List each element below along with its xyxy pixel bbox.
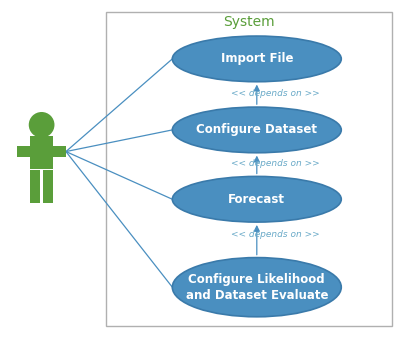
Ellipse shape [173, 107, 341, 153]
Ellipse shape [173, 176, 341, 222]
Text: Import File: Import File [221, 53, 293, 65]
Text: Forecast: Forecast [228, 193, 285, 206]
Text: Configure Likelihood
and Dataset Evaluate: Configure Likelihood and Dataset Evaluat… [185, 273, 328, 302]
FancyBboxPatch shape [30, 136, 53, 169]
Text: << depends on >>: << depends on >> [230, 230, 319, 239]
FancyBboxPatch shape [43, 170, 53, 203]
Ellipse shape [173, 36, 341, 82]
Text: System: System [223, 15, 275, 29]
FancyBboxPatch shape [17, 147, 31, 157]
Ellipse shape [173, 257, 341, 317]
Text: << depends on >>: << depends on >> [230, 89, 319, 98]
FancyBboxPatch shape [52, 147, 66, 157]
FancyBboxPatch shape [30, 170, 40, 203]
FancyBboxPatch shape [106, 12, 392, 326]
Text: << depends on >>: << depends on >> [230, 159, 319, 168]
Text: Configure Dataset: Configure Dataset [196, 123, 317, 136]
Ellipse shape [29, 112, 55, 138]
